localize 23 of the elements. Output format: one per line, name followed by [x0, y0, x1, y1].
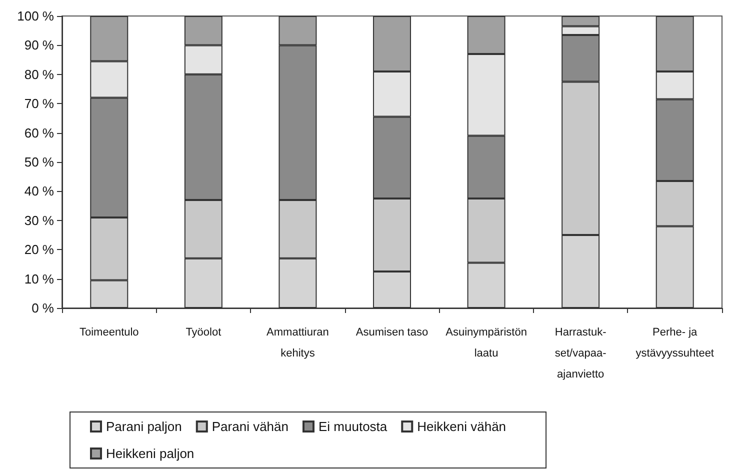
y-tick-label: 10 % — [24, 271, 54, 286]
x-tick-label: Toimeentulo — [79, 326, 139, 338]
x-tick-label: Asuinympäristön laatu — [446, 326, 527, 360]
y-tick-label: 0 % — [32, 300, 54, 316]
legend-label: Heikkeni vähän — [417, 419, 506, 434]
x-tick-label: Ammattiuran kehitys — [266, 326, 329, 360]
y-tick-label: 20 % — [24, 242, 54, 258]
y-tick-label: 50 % — [24, 154, 54, 170]
x-tick-label: Harrastuk- set/vapaa- ajanvietto — [554, 326, 607, 380]
x-tick-label: Perhe- ja ystävyyssuhteet — [636, 326, 714, 360]
y-tick-label: 30 % — [24, 212, 54, 228]
y-tick-label: 80 % — [24, 66, 54, 82]
y-tick-label: 100 % — [17, 8, 54, 24]
y-tick-label: 40 % — [24, 184, 54, 199]
legend-label: Parani vähän — [212, 419, 289, 434]
legend-label: Parani paljon — [106, 419, 182, 434]
x-tick-label: Asumisen taso — [356, 326, 428, 338]
x-tick-label: Työolot — [186, 326, 222, 338]
legend-label: Heikkeni paljon — [106, 446, 194, 461]
legend-label: Ei muutosta — [318, 419, 388, 434]
y-tick-label: 70 % — [24, 96, 54, 112]
y-tick-label: 60 % — [24, 125, 54, 140]
y-tick-label: 90 % — [24, 38, 54, 53]
